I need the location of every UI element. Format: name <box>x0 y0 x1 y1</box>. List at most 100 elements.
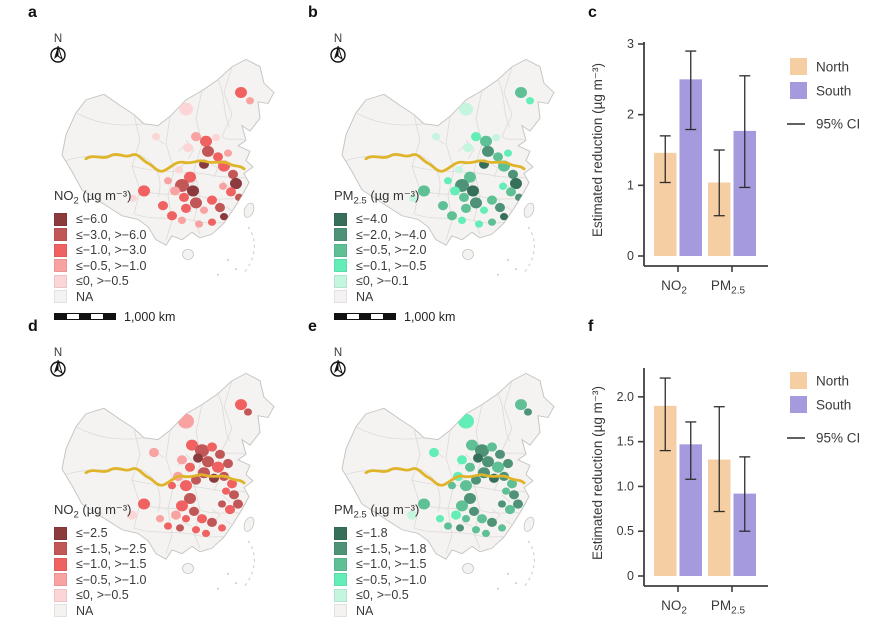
panel-d: d N NO2 (µg m⁻³) ≤−2.5 ≤−1.5, >−2.5 ≤−1.0,… <box>26 318 306 622</box>
china-map-group <box>341 372 555 590</box>
legend-class-label: ≤−0.5, >−2.0 <box>356 243 427 258</box>
region-blob <box>212 133 220 142</box>
bar-chart-group: 0 1 2 3 NO2 PM2.5 North South 95% CI Estimated re… <box>590 37 860 297</box>
region-blob <box>457 455 467 465</box>
hainan-island <box>182 248 194 260</box>
region-blob <box>471 475 481 485</box>
taiwan-island <box>243 516 255 532</box>
region-blob <box>246 97 254 105</box>
region-blob <box>509 490 519 500</box>
legend-swatch <box>334 290 347 304</box>
taiwan-island <box>243 202 255 218</box>
region-blob <box>444 177 452 185</box>
legend-swatch <box>54 604 67 618</box>
legend-title: PM2.5 (µg m⁻³) <box>334 188 420 207</box>
y-tick-label: 0.5 <box>617 524 634 538</box>
legend-row: ≤−1.5, >−1.8 <box>334 541 504 557</box>
panel-f: f 0 0.5 1.0 1.5 2.0 NO2 PM2.5 North South 95% CI E… <box>586 318 878 622</box>
region-blob <box>184 171 196 183</box>
region-blob <box>460 480 472 492</box>
region-blob <box>495 202 505 213</box>
legend-class-label: NA <box>76 603 94 618</box>
bar-north <box>708 182 731 256</box>
legend-rows: ≤−2.5 ≤−1.5, >−2.5 ≤−1.0, >−1.5 ≤−0.5, >−1.… <box>54 526 224 619</box>
region-blob <box>467 185 479 197</box>
region-blob <box>171 510 181 520</box>
region-blob <box>450 186 460 196</box>
region-blob <box>473 453 483 463</box>
region-blob <box>487 195 497 205</box>
panel-c: c 0 1 2 3 NO2 PM2.5 North South 95% CI Estimated … <box>586 4 878 316</box>
region-blob <box>189 506 199 516</box>
region-blob <box>470 197 482 209</box>
china-map-pm25-b: N <box>330 33 555 276</box>
region-blob <box>219 182 227 190</box>
legend-title: PM2.5 (µg m⁻³) <box>334 502 420 521</box>
region-blob <box>461 203 471 213</box>
china-map-no2-a: N <box>50 33 275 276</box>
region-blob <box>513 499 523 509</box>
region-blob <box>202 529 210 538</box>
region-blob <box>127 510 137 520</box>
region-blob <box>182 515 190 523</box>
y-tick-label: 1.0 <box>617 479 634 493</box>
region-blob <box>218 524 226 532</box>
region-blob <box>475 220 483 228</box>
region-blob <box>469 506 479 516</box>
region-blob <box>526 97 534 105</box>
legend-swatch-south <box>790 82 807 99</box>
north-south-divide-line <box>364 467 526 487</box>
region-blob <box>462 515 470 523</box>
x-category-label: NO2 <box>661 278 687 297</box>
region-blob <box>218 500 226 508</box>
region-blob <box>152 132 160 141</box>
region-blob <box>515 193 523 202</box>
panel-e: e N PM2.5 (µg m⁻³) ≤−1.8 ≤−1.5, >−1.8 ≤−1.… <box>306 318 586 622</box>
scale-bar-segment <box>103 314 115 320</box>
map-legend-a: NO2 (µg m⁻³) ≤−6.0 ≤−3.0, >−6.0 ≤−1.0, >−3… <box>54 188 224 324</box>
legend-swatch <box>334 243 347 257</box>
region-blob <box>213 152 223 162</box>
region-blob <box>202 145 214 157</box>
legend-rows: ≤−4.0 ≤−2.0, >−4.0 ≤−0.5, >−2.0 ≤−0.1, >−0.… <box>334 212 504 305</box>
region-blob <box>138 185 150 197</box>
ci-legend-label: 95% CI <box>816 431 860 446</box>
y-tick-label: 2 <box>627 108 634 122</box>
region-blob <box>181 203 191 213</box>
legend-class-label: ≤−0.5, >−1.0 <box>356 572 427 587</box>
bar-chart-f: 0 0.5 1.0 1.5 2.0 NO2 PM2.5 North South 95% CI Est… <box>590 368 860 617</box>
legend-swatch <box>54 212 67 226</box>
legend-swatch-north <box>790 58 807 75</box>
legend-swatch <box>334 588 347 602</box>
taiwan-island <box>523 516 535 532</box>
scale-bar-label: 1,000 km <box>124 309 176 324</box>
region-blob <box>138 498 150 510</box>
region-blob <box>458 216 466 225</box>
region-blob <box>455 166 463 174</box>
region-blob <box>185 462 195 472</box>
region-blob <box>179 102 193 116</box>
region-blob <box>465 462 475 472</box>
x-category-label: NO2 <box>661 598 687 617</box>
region-blob <box>472 526 480 534</box>
region-blob <box>432 132 440 141</box>
legend-class-label: NA <box>356 289 374 304</box>
compass-north-arrow: N <box>50 33 66 63</box>
region-blob <box>448 481 456 490</box>
panel-label-a: a <box>28 4 37 21</box>
panel-a: a N NO2 (µg m⁻³) ≤−6.0 ≤−3.0, >−6.0 ≤−1.0,… <box>26 4 306 324</box>
region-blob <box>503 458 513 469</box>
region-blob <box>200 135 212 147</box>
region-blob <box>418 498 430 510</box>
legend-swatch <box>54 542 67 556</box>
legend-class-label: ≤−0.5, >−1.0 <box>76 572 147 587</box>
legend-class-label: ≤−0.5, >−1.0 <box>76 258 147 273</box>
region-blob <box>175 166 183 174</box>
region-blob <box>207 517 217 527</box>
y-axis-label: Estimated reduction (µg m⁻³) <box>590 63 605 237</box>
region-blob <box>507 479 517 489</box>
region-blob <box>227 479 237 489</box>
region-blob <box>487 442 497 452</box>
legend-row: ≤−1.0, >−1.5 <box>54 557 224 573</box>
region-blob <box>488 218 496 226</box>
